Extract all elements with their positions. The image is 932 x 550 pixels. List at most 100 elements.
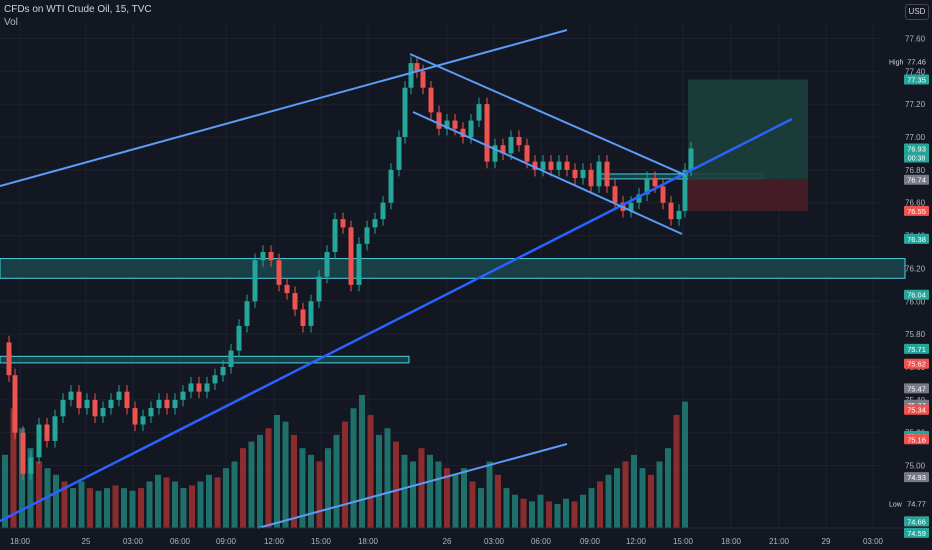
volume-bar [248,441,255,528]
candle-body [468,120,474,137]
volume-bar [333,434,340,528]
volume-bar [410,461,416,528]
currency-button[interactable]: USD [905,4,929,20]
candle-body [20,432,26,474]
badge-box [904,174,929,185]
candle-body [132,408,138,425]
badge-box [904,233,929,244]
candle-body [284,284,290,294]
candle-body [612,186,618,203]
y-tick-label: 77.20 [905,100,926,109]
badge-box [904,205,929,216]
volume-bar [257,434,263,528]
volume-bar [121,488,127,528]
x-tick-label: 25 [82,537,91,546]
volume-bar [53,474,59,528]
price-badge: 76.38 [904,233,929,244]
candle-body [84,399,90,409]
candle-body [156,399,162,409]
badge-box [904,343,929,354]
candle-body [332,219,338,252]
candle-body [396,137,402,170]
volume-bar [172,481,178,528]
volume-bar [155,474,161,528]
volume-bar [478,488,484,528]
badge-value: 75.71 [907,345,926,354]
trendlines[interactable] [0,29,793,529]
candle-body [644,178,650,195]
volume-bar [265,428,272,528]
volume-bar [376,434,382,528]
candle-body [668,202,674,220]
candle-body [452,120,458,129]
price-badge: High 77.46 [889,56,929,67]
candle-body [12,375,18,433]
volume-bar [163,477,170,528]
badge-box [904,516,929,527]
candle-body [380,202,386,220]
volume-bar [104,488,110,528]
badge-value: 75.34 [907,406,926,415]
volume-bar [223,468,229,528]
badge-box [904,143,929,154]
price-badge: 77.35 [904,74,929,85]
volume-bar [393,441,399,528]
risk-reward-tool[interactable] [688,79,808,211]
candle-body [212,375,218,384]
volume-bar [563,498,569,528]
volume-bar [580,494,586,528]
volume-bar [350,408,357,528]
candle-body [436,112,442,129]
candle-body [604,161,610,187]
candle-body [340,219,346,228]
candle-body [220,367,226,376]
candle-body [428,87,434,113]
candle-body [356,243,362,285]
badge-value: 74.59 [907,529,926,538]
volume-bar [418,448,425,528]
badge-value: 76.93 [907,145,926,154]
zone-box [0,258,906,279]
candle-body [300,309,306,326]
candle-body [76,391,82,409]
rising-support-line [0,117,793,523]
candle-body [676,210,682,220]
badge-label: High [889,59,904,66]
descending-channel-bottom [412,111,683,235]
candle-body [124,391,130,409]
volume-bar [452,474,459,528]
y-tick-label: 76.20 [905,264,926,273]
volume-bar [495,474,501,528]
price-badge: 75.47 [904,383,929,394]
x-tick-label: 29 [822,537,831,546]
volume-bar [503,488,510,528]
candle-body [402,87,408,137]
volume-bar [197,481,204,528]
badge-box [904,434,929,445]
candle-body [500,145,506,154]
candle-body [580,169,586,179]
volume-bar [78,481,85,528]
volume-bar [36,461,42,528]
candle-body [316,276,322,302]
volume-bar [308,454,314,528]
x-tick-label: 03:00 [123,537,144,546]
x-tick-label: 12:00 [626,537,647,546]
time-axis[interactable]: 18:00 25 03:00 06:00 09:00 12:00 15:00 18:00 26 0… [0,527,932,546]
volume-bar [87,488,93,528]
badge-value: 77.46 [907,57,926,66]
volume-bar [537,494,544,528]
candle-body [532,161,538,170]
candle-body [596,161,602,187]
badge-label: Low [889,501,903,508]
volume-bar [180,488,187,528]
candle-body [444,120,450,129]
volume-bar [648,474,654,528]
volume-bar [2,454,8,528]
volume-bar [189,485,195,528]
volume-bar [444,468,450,528]
candle-body [636,194,642,203]
candle-body [268,252,274,261]
candle-body [260,252,266,261]
